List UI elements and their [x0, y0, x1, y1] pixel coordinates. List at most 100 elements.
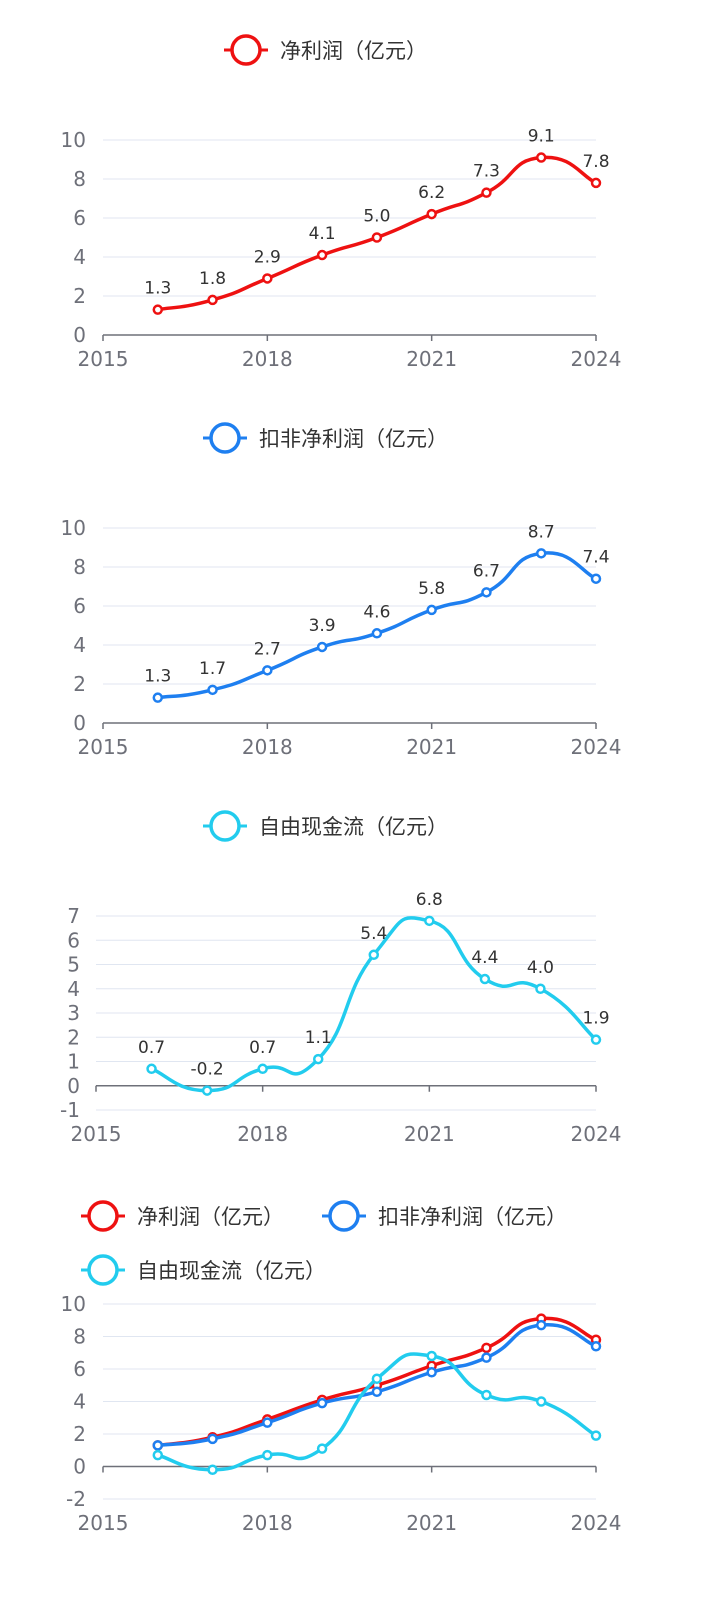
- data-point-fcf: [371, 1373, 383, 1384]
- data-label-fcf: 1.9: [582, 1009, 609, 1029]
- y-tick-label: -2: [66, 1487, 86, 1511]
- x-tick-label: 2015: [71, 1122, 122, 1146]
- x-tick-label: 2018: [242, 735, 293, 759]
- y-tick-label: 2: [73, 672, 86, 696]
- data-label-adj: 2.7: [254, 639, 281, 659]
- y-tick-label: 6: [73, 1357, 86, 1381]
- data-point-adj: [590, 573, 602, 584]
- data-point-fcf: [426, 1350, 437, 1362]
- legend-label-adj: 扣非净利润（亿元）: [259, 427, 448, 451]
- y-tick-label: 8: [73, 1325, 86, 1349]
- data-point-adj: [481, 587, 492, 598]
- data-point-fcf: [201, 1085, 213, 1096]
- x-tick-label: 2015: [78, 1511, 129, 1535]
- y-tick-label: 8: [73, 167, 86, 191]
- data-point-adj: [262, 665, 273, 676]
- data-label-adj: 6.7: [473, 561, 500, 581]
- data-point-fcf: [424, 915, 435, 927]
- data-point-fcf: [535, 1396, 547, 1407]
- y-tick-label: 3: [67, 1001, 80, 1025]
- data-point-fcf: [316, 1443, 328, 1454]
- x-tick-label: 2021: [404, 1122, 455, 1146]
- data-label-fcf: 4.0: [527, 958, 554, 978]
- data-point-net: [535, 152, 547, 163]
- data-point-fcf: [257, 1063, 268, 1075]
- data-point-net: [262, 273, 273, 284]
- data-label-fcf: 1.1: [305, 1028, 332, 1048]
- data-point-fcf: [207, 1464, 218, 1475]
- legend-label-fcf: 自由现金流（亿元）: [137, 1259, 326, 1283]
- legend-fcf-marker: [209, 810, 241, 842]
- y-tick-label: 4: [73, 1390, 86, 1414]
- data-label-fcf: 0.7: [138, 1038, 165, 1058]
- data-label-fcf: 6.8: [416, 890, 443, 910]
- y-tick-label: 7: [67, 904, 80, 928]
- data-point-fcf: [152, 1449, 164, 1461]
- legend-net-marker: [230, 34, 262, 66]
- x-tick-label: 2018: [242, 1511, 293, 1535]
- data-point-adj: [152, 1440, 164, 1451]
- data-point-fcf: [590, 1034, 602, 1045]
- data-point-adj: [262, 1417, 273, 1428]
- data-label-net: 5.0: [363, 207, 390, 227]
- data-point-adj: [426, 1367, 437, 1378]
- data-label-adj: 4.6: [363, 602, 390, 622]
- data-point-fcf: [146, 1063, 157, 1075]
- data-label-net: 9.1: [528, 127, 555, 147]
- data-label-fcf: 5.4: [360, 924, 387, 944]
- data-label-adj: 8.7: [528, 522, 555, 542]
- legend-adj-marker: [328, 1200, 360, 1232]
- x-tick-label: 2021: [406, 347, 457, 371]
- legend-label-adj: 扣非净利润（亿元）: [378, 1205, 567, 1229]
- y-tick-label: 1: [67, 1050, 80, 1074]
- data-label-adj: 7.4: [582, 548, 609, 568]
- data-point-adj: [426, 604, 437, 616]
- data-point-adj: [371, 1386, 383, 1397]
- legend-label-fcf: 自由现金流（亿元）: [259, 815, 448, 839]
- y-tick-label: 0: [73, 1455, 86, 1479]
- data-point-adj: [535, 1319, 547, 1331]
- data-point-net: [316, 249, 328, 261]
- y-tick-label: 2: [73, 1422, 86, 1446]
- y-tick-label: -1: [60, 1098, 80, 1122]
- data-label-fcf: -0.2: [191, 1060, 224, 1080]
- data-point-net: [426, 208, 437, 220]
- data-label-adj: 1.3: [144, 667, 171, 687]
- y-tick-label: 0: [73, 711, 86, 735]
- y-tick-label: 4: [67, 977, 80, 1001]
- data-label-adj: 5.8: [418, 579, 445, 599]
- x-tick-label: 2021: [406, 735, 457, 759]
- legend-fcf-marker: [87, 1254, 119, 1286]
- data-point-fcf: [312, 1053, 324, 1065]
- data-point-net: [590, 177, 602, 189]
- y-tick-label: 2: [73, 284, 86, 308]
- net-profit-chart: 净利润（亿元） 0 2 4 6 8 10 2015 2018 2021 2024 1.3 1.8 2.9 4…: [61, 34, 622, 371]
- data-label-adj: 3.9: [309, 616, 336, 636]
- x-tick-label: 2018: [242, 347, 293, 371]
- data-point-adj: [316, 1397, 328, 1409]
- data-point-adj: [481, 1352, 492, 1363]
- y-tick-label: 6: [73, 206, 86, 230]
- x-tick-label: 2021: [406, 1511, 457, 1535]
- data-point-adj: [207, 684, 218, 696]
- data-point-net: [152, 304, 164, 315]
- x-tick-label: 2024: [571, 347, 622, 371]
- combined-chart: 净利润（亿元） 扣非净利润（亿元） 自由现金流（亿元） -2 0 2 4 6 8 10 2015 20…: [61, 1200, 621, 1535]
- data-point-adj: [371, 628, 383, 639]
- y-tick-label: 8: [73, 555, 86, 579]
- data-point-fcf: [368, 949, 380, 961]
- data-point-fcf: [535, 983, 546, 994]
- data-point-adj: [535, 548, 547, 559]
- data-point-net: [371, 232, 383, 243]
- data-point-adj: [152, 692, 164, 703]
- data-point-adj: [590, 1341, 602, 1352]
- data-label-adj: 1.7: [199, 659, 226, 679]
- y-tick-label: 10: [61, 1292, 86, 1316]
- y-tick-label: 10: [61, 128, 86, 152]
- data-point-fcf: [590, 1430, 602, 1441]
- data-point-fcf: [262, 1449, 273, 1461]
- data-point-net: [207, 294, 218, 306]
- x-tick-label: 2015: [78, 347, 129, 371]
